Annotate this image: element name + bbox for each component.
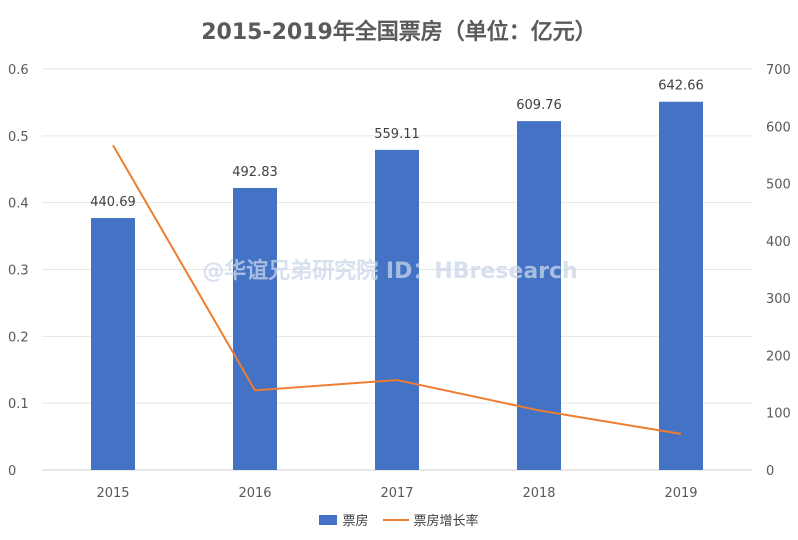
x-axis-tick-label: 2018 bbox=[522, 486, 555, 501]
right-axis-tick-label: 0 bbox=[766, 464, 774, 479]
watermark-text: @华谊兄弟研究院 ID：HBresearch bbox=[202, 258, 577, 284]
legend-label-line: 票房增长率 bbox=[413, 514, 479, 529]
bar bbox=[659, 101, 703, 470]
bar-data-label: 559.11 bbox=[374, 127, 420, 142]
x-axis-tick-label: 2016 bbox=[238, 486, 271, 501]
x-axis-tick-label: 2015 bbox=[96, 486, 129, 501]
left-axis-tick-label: 0.4 bbox=[8, 197, 29, 212]
right-axis-tick-label: 300 bbox=[766, 292, 791, 307]
bar-data-label: 642.66 bbox=[658, 79, 704, 94]
right-axis-tick-label: 600 bbox=[766, 120, 791, 135]
x-axis-ticks: 2015 2016 2017 2018 2019 bbox=[96, 486, 697, 501]
bar-series bbox=[91, 101, 703, 471]
x-axis-tick-label: 2019 bbox=[664, 486, 697, 501]
left-axis-tick-label: 0.6 bbox=[8, 63, 29, 78]
bar-data-label: 440.69 bbox=[90, 195, 136, 210]
right-axis-tick-label: 200 bbox=[766, 349, 791, 364]
legend-swatch-bar bbox=[319, 514, 338, 525]
bar-data-label: 609.76 bbox=[516, 98, 562, 113]
bar bbox=[233, 187, 277, 471]
bar bbox=[375, 149, 419, 470]
bar-data-labels: 440.69 492.83 559.11 609.76 642.66 bbox=[90, 79, 704, 210]
right-axis-tick-label: 500 bbox=[766, 178, 791, 193]
bar bbox=[517, 121, 561, 470]
left-axis-tick-label: 0.3 bbox=[8, 264, 29, 279]
bar-data-label: 492.83 bbox=[232, 165, 278, 180]
line-series bbox=[112, 144, 682, 435]
left-axis-tick-label: 0.1 bbox=[8, 397, 29, 412]
legend-item-bar: 票房 bbox=[319, 510, 369, 529]
chart-title: 2015-2019年全国票房（单位：亿元） bbox=[201, 20, 597, 45]
legend-item-line: 票房增长率 bbox=[382, 510, 479, 529]
legend: 票房 票房增长率 bbox=[0, 510, 798, 529]
left-axis-tick-label: 0.5 bbox=[8, 130, 29, 145]
right-axis-tick-label: 700 bbox=[766, 63, 791, 78]
right-axis-tick-label: 400 bbox=[766, 235, 791, 250]
x-axis-tick-label: 2017 bbox=[380, 486, 413, 501]
left-axis-ticks: 0 0.1 0.2 0.3 0.4 0.5 0.6 bbox=[8, 63, 29, 479]
left-axis-tick-label: 0.2 bbox=[8, 330, 29, 345]
bar bbox=[91, 218, 135, 470]
legend-swatch-line bbox=[382, 518, 409, 521]
right-axis-ticks: 0 100 200 300 400 500 600 700 bbox=[766, 63, 791, 479]
right-axis-tick-label: 100 bbox=[766, 407, 791, 422]
legend-label-bar: 票房 bbox=[342, 514, 369, 529]
left-axis-tick-label: 0 bbox=[8, 464, 16, 479]
